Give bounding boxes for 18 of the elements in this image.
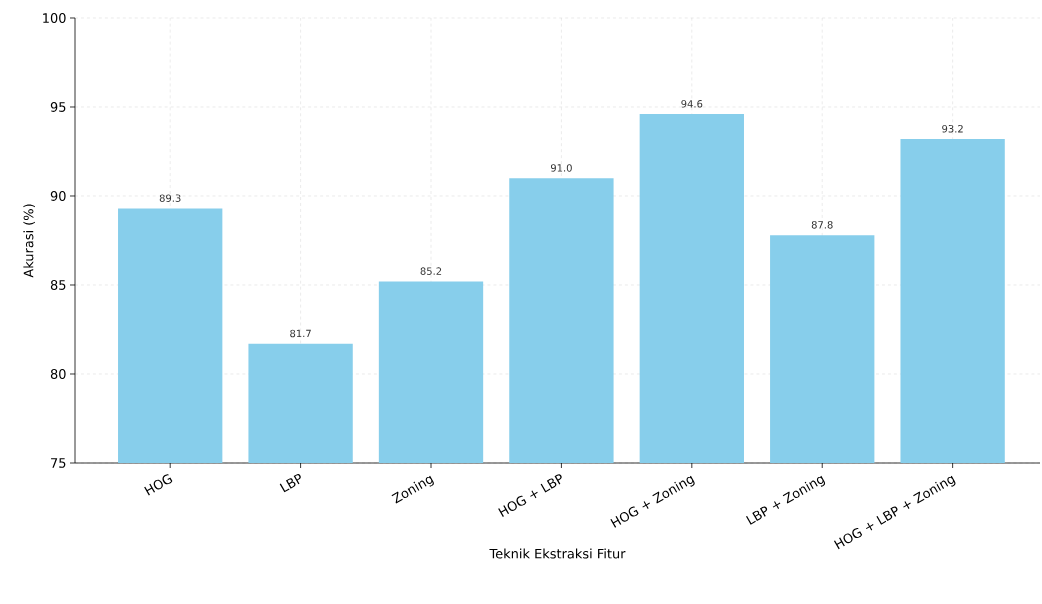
- data-label: 85.2: [420, 267, 442, 275]
- y-tick-label: 95: [50, 102, 66, 112]
- x-tick-label: HOG: [144, 474, 173, 496]
- y-tick-label: 85: [50, 280, 66, 290]
- x-tick-label: LBP: [279, 474, 301, 493]
- x-tick-label: HOG + LBP: [498, 474, 562, 517]
- y-tick-label: 90: [50, 191, 66, 201]
- y-tick-label: 80: [50, 369, 66, 379]
- x-axis-title: Teknik Ekstraksi Fitur: [489, 548, 626, 559]
- y-tick-label: 75: [51, 458, 66, 468]
- data-label: 93.2: [942, 124, 963, 133]
- data-label: 91.0: [550, 164, 572, 172]
- data-label: 94.6: [681, 100, 703, 108]
- y-axis-title: Akurasi (%): [23, 204, 35, 278]
- data-label: 81.7: [290, 329, 311, 338]
- data-label: 89.3: [159, 194, 181, 202]
- y-tick-label: 100: [43, 13, 66, 23]
- data-label: 87.8: [811, 221, 833, 229]
